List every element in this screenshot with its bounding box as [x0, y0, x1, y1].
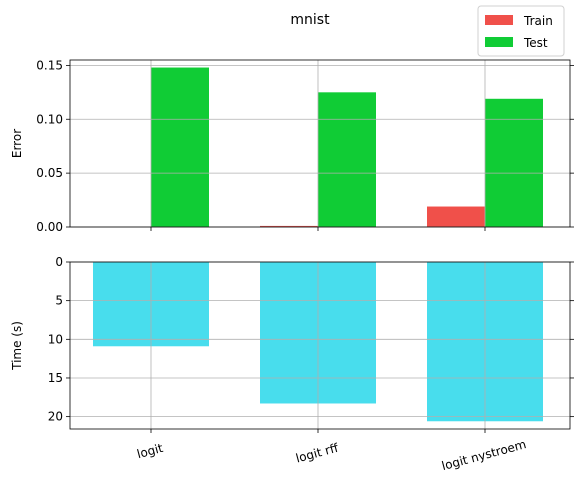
legend-swatch-test [485, 37, 513, 47]
bar-test-2 [485, 99, 543, 227]
y-tick-label: 0.05 [36, 166, 63, 180]
x-tick-label: logit nystroem [440, 437, 528, 473]
y-tick-label: 0.00 [36, 220, 63, 234]
y-tick-label: 15 [48, 371, 63, 385]
legend-label-train: Train [523, 14, 553, 28]
y-tick-label: 10 [48, 332, 63, 346]
bar-test-0 [151, 68, 209, 227]
legend: Train Test [478, 6, 564, 56]
time-subplot: 0 5 10 15 20 Time (s) logit logit rff logit nyst… [10, 255, 574, 473]
y-tick-label: 0 [55, 255, 63, 269]
y-axis-label: Time (s) [10, 321, 24, 371]
error-subplot: 0.00 0.05 0.10 0.15 Error [10, 58, 574, 234]
y-tick-label: 0.15 [36, 58, 63, 72]
x-tick-label: logit rff [294, 441, 340, 466]
y-axis-label: Error [10, 129, 24, 158]
bar-test-1 [318, 92, 376, 227]
legend-swatch-train [485, 15, 513, 25]
x-tick-label: logit [135, 441, 164, 461]
legend-label-test: Test [523, 36, 548, 50]
y-tick-label: 0.10 [36, 112, 63, 126]
y-tick-label: 5 [55, 294, 63, 308]
bar-train-2 [427, 207, 485, 227]
y-tick-label: 20 [48, 410, 63, 424]
figure-title: mnist [290, 12, 330, 28]
